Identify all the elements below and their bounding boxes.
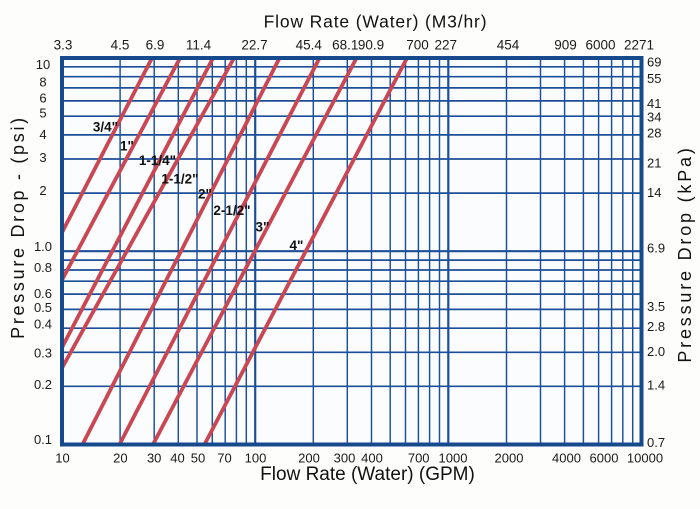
svg-text:5: 5 [39, 106, 46, 121]
svg-text:400: 400 [361, 451, 383, 466]
svg-text:3": 3" [256, 220, 270, 235]
svg-text:10000: 10000 [627, 451, 663, 466]
svg-text:454: 454 [497, 38, 520, 53]
svg-text:1-1/2": 1-1/2" [161, 172, 198, 187]
svg-text:4": 4" [290, 238, 304, 253]
svg-text:22.7: 22.7 [241, 38, 267, 53]
svg-text:0.1: 0.1 [34, 432, 52, 447]
svg-text:1-1/4": 1-1/4" [139, 153, 176, 168]
svg-text:909: 909 [554, 38, 577, 53]
svg-text:1": 1" [120, 139, 134, 154]
svg-text:3.5: 3.5 [647, 299, 665, 314]
svg-text:1.4: 1.4 [647, 378, 665, 393]
svg-text:10: 10 [55, 451, 69, 466]
svg-text:0.5: 0.5 [34, 300, 52, 315]
svg-text:227: 227 [435, 38, 458, 53]
svg-text:20: 20 [113, 451, 127, 466]
svg-text:6000: 6000 [590, 451, 619, 466]
svg-text:200: 200 [298, 451, 320, 466]
svg-text:41: 41 [647, 96, 661, 111]
svg-text:14: 14 [647, 185, 661, 200]
svg-text:11.4: 11.4 [186, 38, 212, 53]
svg-text:100: 100 [245, 451, 267, 466]
svg-text:700: 700 [406, 38, 429, 53]
svg-text:40: 40 [170, 451, 184, 466]
svg-text:8: 8 [39, 74, 46, 89]
svg-text:0.2: 0.2 [34, 377, 52, 392]
svg-text:2271: 2271 [624, 38, 654, 53]
svg-text:2.0: 2.0 [647, 344, 665, 359]
svg-text:0.4: 0.4 [34, 316, 52, 331]
svg-text:4: 4 [39, 127, 46, 142]
svg-text:6.9: 6.9 [647, 240, 665, 255]
svg-text:90.9: 90.9 [358, 38, 384, 53]
svg-text:1.0: 1.0 [34, 239, 52, 254]
svg-text:50: 50 [191, 451, 205, 466]
svg-text:0.3: 0.3 [34, 345, 52, 360]
svg-text:70: 70 [217, 451, 231, 466]
svg-text:30: 30 [147, 451, 161, 466]
svg-text:34: 34 [647, 110, 661, 125]
svg-text:21: 21 [647, 155, 661, 170]
svg-text:2000: 2000 [495, 451, 524, 466]
svg-text:3/4": 3/4" [93, 120, 118, 135]
svg-text:2.8: 2.8 [647, 319, 665, 334]
svg-text:Pressure Drop - (psi): Pressure Drop - (psi) [8, 115, 28, 339]
svg-text:68.1: 68.1 [332, 38, 358, 53]
svg-text:2-1/2": 2-1/2" [213, 203, 250, 218]
svg-text:300: 300 [334, 451, 356, 466]
svg-text:4000: 4000 [552, 451, 581, 466]
svg-text:10: 10 [36, 57, 50, 72]
svg-text:2: 2 [39, 183, 46, 198]
svg-text:6: 6 [39, 90, 46, 105]
svg-text:3.3: 3.3 [54, 38, 73, 53]
svg-text:28: 28 [647, 126, 661, 141]
svg-text:3: 3 [39, 150, 46, 165]
svg-text:2": 2" [198, 187, 212, 202]
svg-text:4.5: 4.5 [111, 38, 130, 53]
svg-text:Flow Rate (Water) (GPM): Flow Rate (Water) (GPM) [260, 464, 475, 485]
svg-text:0.8: 0.8 [34, 260, 52, 275]
svg-text:0.6: 0.6 [34, 286, 52, 301]
svg-text:45.4: 45.4 [296, 38, 323, 53]
svg-text:700: 700 [408, 451, 430, 466]
svg-text:6000: 6000 [585, 38, 615, 53]
svg-text:69: 69 [647, 55, 661, 70]
svg-text:0.7: 0.7 [647, 435, 665, 450]
svg-text:6.9: 6.9 [146, 38, 165, 53]
svg-text:1000: 1000 [439, 451, 468, 466]
svg-text:Flow Rate (Water) (M3/hr): Flow Rate (Water) (M3/hr) [264, 12, 488, 32]
svg-text:55: 55 [647, 71, 661, 86]
svg-text:Pressure Drop (kPa): Pressure Drop (kPa) [675, 145, 695, 362]
